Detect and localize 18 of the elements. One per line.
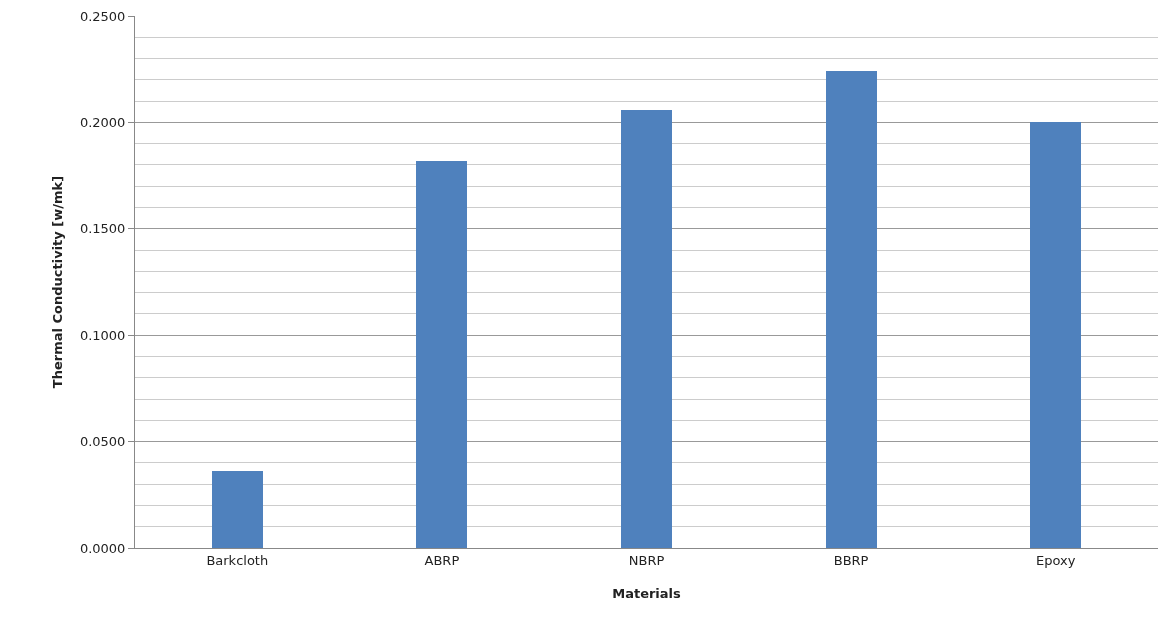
bar — [621, 110, 672, 548]
y-tick-label: 0.0000 — [79, 540, 126, 556]
bar — [416, 161, 467, 548]
x-axis-title: Materials — [612, 586, 682, 602]
y-tick-label: 0.2500 — [79, 8, 126, 24]
y-tick-label: 0.2000 — [79, 114, 126, 130]
x-tick-label: Barkcloth — [206, 552, 269, 568]
x-tick-label: Epoxy — [1036, 552, 1076, 568]
x-tick-label: BBRP — [833, 552, 869, 568]
bar — [1030, 122, 1081, 548]
y-tick-label: 0.0500 — [79, 434, 126, 450]
x-tick-label: NBRP — [628, 552, 665, 568]
y-axis-title: Thermal Conductivity [w/mk] — [49, 175, 65, 389]
bar — [212, 471, 263, 548]
x-tick-label: ABRP — [424, 552, 460, 568]
y-tick-label: 0.1000 — [79, 327, 126, 343]
y-tick-label: 0.1500 — [79, 221, 126, 237]
bar — [826, 71, 877, 548]
